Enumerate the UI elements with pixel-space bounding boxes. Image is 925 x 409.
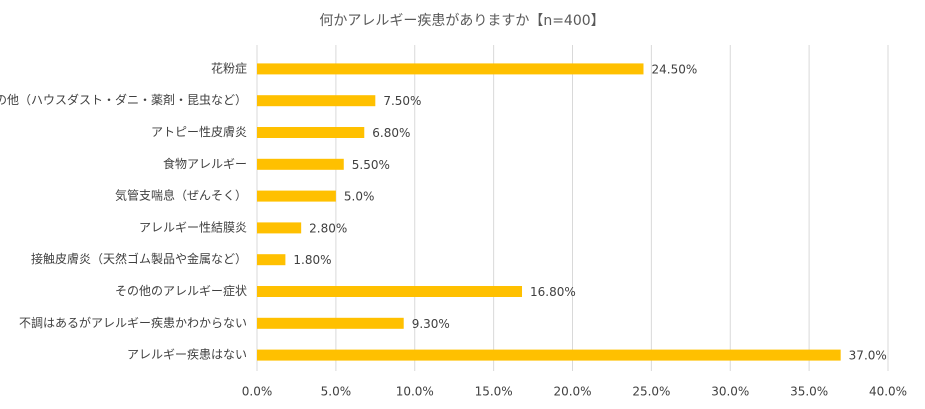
value-label: 37.0% [849, 349, 887, 363]
value-label: 7.50% [383, 94, 421, 108]
y-tick-label: 花粉症 [211, 60, 247, 75]
bar [257, 95, 376, 107]
value-label: 5.0% [344, 190, 375, 204]
value-label: 16.80% [530, 285, 576, 299]
x-tick-label: 5.0% [321, 385, 352, 399]
y-tick-label: 食物アレルギー [163, 156, 247, 171]
x-tick-label: 35.0% [790, 385, 828, 399]
value-label: 6.80% [372, 126, 410, 140]
bar [257, 63, 644, 75]
bar [257, 190, 336, 202]
bar [257, 317, 404, 329]
bar [257, 286, 523, 297]
x-tick-label: 40.0% [869, 385, 907, 399]
value-label: 5.50% [352, 158, 390, 172]
y-tick-label: 不調はあるがアレルギー疾患かわからない [19, 315, 247, 330]
chart-title: 何かアレルギー疾患がありますか【n=400】 [319, 13, 604, 29]
x-tick-label: 15.0% [475, 385, 513, 399]
bar [257, 222, 302, 234]
bar [257, 158, 344, 170]
y-tick-label: その他のアレルギー症状 [115, 283, 247, 298]
bar [257, 254, 286, 266]
x-tick-label: 30.0% [711, 385, 749, 399]
value-label: 2.80% [309, 221, 347, 235]
bar [257, 349, 841, 361]
value-label: 1.80% [293, 253, 331, 267]
y-tick-label: アレルギー疾患はない [127, 347, 247, 362]
y-tick-label: その他（ハウスダスト・ダニ・薬剤・昆虫など） [0, 92, 247, 107]
y-tick-label: アレルギー性結膜炎 [139, 220, 247, 234]
bar [257, 127, 365, 138]
value-label: 24.50% [651, 62, 697, 76]
x-tick-label: 25.0% [632, 385, 670, 399]
x-tick-label: 20.0% [553, 385, 591, 399]
value-label: 9.30% [412, 317, 450, 331]
y-tick-label: 接触皮膚炎（天然ゴム製品や金属など） [31, 251, 247, 266]
y-tick-label: 気管支喘息（ぜんそく） [115, 188, 247, 203]
x-tick-label: 0.0% [242, 385, 273, 399]
x-tick-label: 10.0% [396, 385, 434, 399]
y-tick-label: アトピー性皮膚炎 [151, 124, 247, 139]
